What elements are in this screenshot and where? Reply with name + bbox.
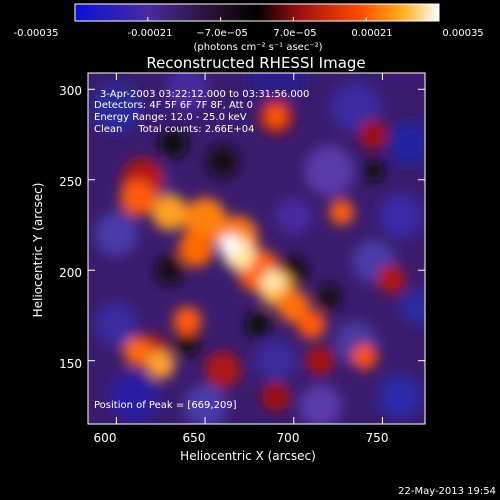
x-tick-label-700: 700 <box>277 431 300 445</box>
y-tick-label-250: 250 <box>59 175 82 189</box>
heatmap-blob <box>306 346 335 376</box>
heatmap-blob <box>316 284 342 311</box>
heatmap-blob <box>183 197 227 242</box>
heatmap-blob <box>155 255 184 285</box>
colorbar-tick-5: 0.00035 <box>442 28 483 39</box>
x-tick-label-650: 650 <box>183 431 206 445</box>
annotation-clean: Clean Total counts: 2.66E+04 <box>94 124 254 135</box>
heatmap-blob <box>146 349 175 379</box>
heatmap-blob <box>400 288 425 325</box>
heatmap-blob <box>166 73 209 111</box>
plot-frame <box>87 72 426 425</box>
heatmap-blob <box>158 129 188 159</box>
heatmap-blob <box>352 344 378 370</box>
heatmap-blob <box>299 384 342 424</box>
heatmap-blob <box>359 120 388 149</box>
heatmap-blob <box>261 270 284 292</box>
heatmap-blob <box>330 82 381 133</box>
heatmap-blob <box>206 145 239 178</box>
y-axis-label: Heliocentric Y (arcsec) <box>31 183 45 318</box>
heatmap-blob <box>362 159 385 182</box>
x-tick-label-600: 600 <box>94 431 117 445</box>
colorbar-ticks <box>74 17 440 21</box>
heatmap-blob <box>378 375 422 419</box>
heatmap-image <box>91 73 425 424</box>
heatmap-blob <box>329 199 355 225</box>
colorbar-tick-0: -0.00035 <box>14 28 59 39</box>
heatmap-blob <box>276 197 312 235</box>
heatmap-blob <box>261 382 291 412</box>
annotation-peak: Position of Peak = [669,209] <box>94 400 237 411</box>
y-tick-label-200: 200 <box>59 266 82 280</box>
heatmap-blob <box>183 384 227 424</box>
heatmap-blob <box>387 121 425 166</box>
colorbar-unit-label: (photons cm⁻² s⁻¹ asec⁻²) <box>193 42 322 53</box>
annotation-time: 3-Apr-2003 03:22:12.000 to 03:31:56.000 <box>100 89 309 100</box>
heatmap-blob <box>304 145 355 197</box>
heatmap-blob <box>378 194 422 238</box>
heatmap-blob <box>95 212 138 256</box>
annotation-detectors: Detectors: 4F 5F 6F 7F 8F, Att 0 <box>94 100 253 111</box>
colorbar-tick-3: 7.0e−05 <box>273 28 316 39</box>
heatmap-blob <box>119 179 156 216</box>
footer-timestamp: 22-May-2013 19:54 <box>398 486 496 497</box>
heatmap-blob <box>297 310 326 339</box>
heatmap-blob <box>173 306 202 336</box>
heatmap-blob <box>178 230 214 267</box>
heatmap-blob <box>95 302 138 347</box>
heatmap-blob <box>265 105 287 128</box>
heatmap-blob <box>174 329 200 356</box>
heatmap-blob <box>123 337 152 367</box>
x-tick-label-750: 750 <box>366 431 389 445</box>
annotation-energy: Energy Range: 12.0 - 25.0 keV <box>94 112 247 123</box>
heatmap-blob <box>109 371 159 423</box>
colorbar <box>74 3 440 22</box>
colorbar-tick-1: -0.00021 <box>128 28 173 39</box>
axis-ticks <box>88 73 425 424</box>
heatmap-blob <box>205 351 241 388</box>
heatmap-blob <box>91 82 142 133</box>
heatmap-blob <box>247 73 305 110</box>
heatmap-blob <box>377 264 406 294</box>
y-tick-label-300: 300 <box>59 84 82 98</box>
heatmap-blob <box>245 311 271 338</box>
colorbar-tick-4: 0.00021 <box>351 28 392 39</box>
x-axis-label: Heliocentric X (arcsec) <box>180 449 316 463</box>
heatmap-blob <box>151 194 188 231</box>
chart-title: Reconstructed RHESSI Image <box>146 54 365 72</box>
heatmap-blob <box>254 338 298 383</box>
heatmap-blob <box>219 234 241 256</box>
colorbar-tick-2: −7.0e−05 <box>196 28 248 39</box>
y-tick-label-150: 150 <box>59 357 82 371</box>
